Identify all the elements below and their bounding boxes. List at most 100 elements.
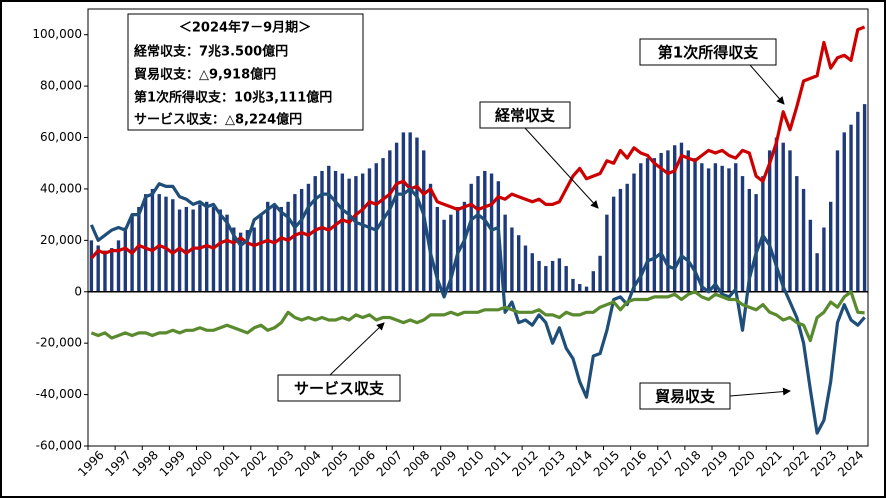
- bar: [388, 150, 392, 292]
- bar: [591, 271, 595, 292]
- bar: [157, 194, 161, 292]
- bar: [788, 150, 792, 292]
- bar: [415, 137, 419, 292]
- y-tick-label: -20,000: [36, 336, 82, 350]
- bar: [605, 214, 609, 292]
- bar: [476, 176, 480, 292]
- bar: [266, 201, 270, 292]
- bar: [829, 201, 833, 292]
- bar: [517, 235, 521, 292]
- bar: [340, 173, 345, 292]
- bar: [503, 214, 507, 292]
- bar: [584, 286, 589, 292]
- info-line: 第1次所得収支：10兆3,111億円: [134, 90, 332, 106]
- bar: [177, 209, 182, 292]
- bar: [578, 284, 582, 292]
- bar: [408, 132, 412, 292]
- bar: [564, 266, 568, 292]
- bar: [455, 206, 460, 292]
- bar: [361, 173, 365, 292]
- bar: [184, 206, 189, 292]
- bar: [727, 168, 731, 292]
- arrow: [729, 387, 791, 397]
- bar: [537, 260, 541, 292]
- bar: [659, 152, 663, 292]
- bar: [238, 232, 243, 292]
- bar: [666, 150, 670, 292]
- bar: [110, 248, 114, 292]
- line: [89, 182, 866, 435]
- bar: [835, 150, 840, 292]
- plot: [84, 25, 868, 450]
- bar: [611, 196, 616, 292]
- bar: [686, 150, 690, 292]
- series-label: 第1次所得収支: [658, 44, 759, 62]
- bar: [442, 219, 446, 292]
- label-box: [277, 374, 401, 402]
- bar: [367, 168, 372, 292]
- bar: [103, 250, 107, 292]
- bar: [394, 142, 399, 292]
- bar: [293, 194, 297, 292]
- bar: [435, 206, 439, 292]
- bar: [143, 194, 148, 292]
- bar: [795, 176, 799, 292]
- bar: [89, 240, 94, 292]
- bar: [842, 132, 846, 292]
- bar: [862, 104, 867, 292]
- bar: [320, 170, 324, 292]
- bar: [557, 258, 562, 292]
- y-tick-label: -40,000: [36, 387, 82, 401]
- y-tick-label: -60,000: [36, 439, 82, 453]
- bar: [306, 183, 311, 292]
- label-box: [639, 382, 731, 410]
- bar: [530, 253, 534, 292]
- bar: [381, 158, 385, 292]
- bar: [645, 158, 650, 292]
- y-tick-label: 100,000: [32, 27, 82, 41]
- bar: [523, 245, 528, 292]
- bar: [673, 145, 677, 292]
- bar: [510, 227, 514, 292]
- bar: [272, 204, 277, 292]
- bar: [815, 253, 819, 292]
- bar: [632, 173, 636, 292]
- bar: [259, 214, 263, 292]
- bar: [720, 165, 724, 292]
- bar: [808, 219, 813, 292]
- bar: [781, 142, 785, 292]
- bar: [218, 209, 222, 292]
- series-label: 経常収支: [495, 107, 556, 125]
- bar: [354, 176, 358, 292]
- series-label: 貿易収支: [655, 388, 716, 406]
- bar: [401, 132, 406, 292]
- bar: [618, 188, 623, 292]
- info-line: サービス収支：△8,224億円: [134, 112, 302, 128]
- bar: [449, 214, 453, 292]
- bar: [734, 163, 738, 292]
- info-box: [127, 13, 364, 131]
- bar: [598, 255, 602, 292]
- bar: [740, 176, 745, 292]
- bar: [164, 196, 168, 292]
- bar: [333, 170, 338, 292]
- bar: [123, 227, 127, 292]
- bar: [700, 163, 704, 292]
- bar: [279, 206, 283, 292]
- bar: [767, 150, 772, 292]
- bar: [462, 201, 467, 292]
- info-line: 貿易収支：△9,918億円: [134, 67, 276, 83]
- bar: [191, 209, 195, 292]
- bar: [245, 230, 250, 292]
- bar: [754, 194, 758, 292]
- y-tick-label: 0: [74, 284, 82, 298]
- bar: [571, 278, 575, 292]
- y-tick-label: 60,000: [40, 130, 82, 144]
- label-box: [639, 38, 777, 66]
- arrow: [524, 127, 599, 209]
- bar: [137, 206, 141, 292]
- bar: [856, 111, 860, 292]
- bar: [544, 266, 548, 292]
- bar: [347, 178, 351, 292]
